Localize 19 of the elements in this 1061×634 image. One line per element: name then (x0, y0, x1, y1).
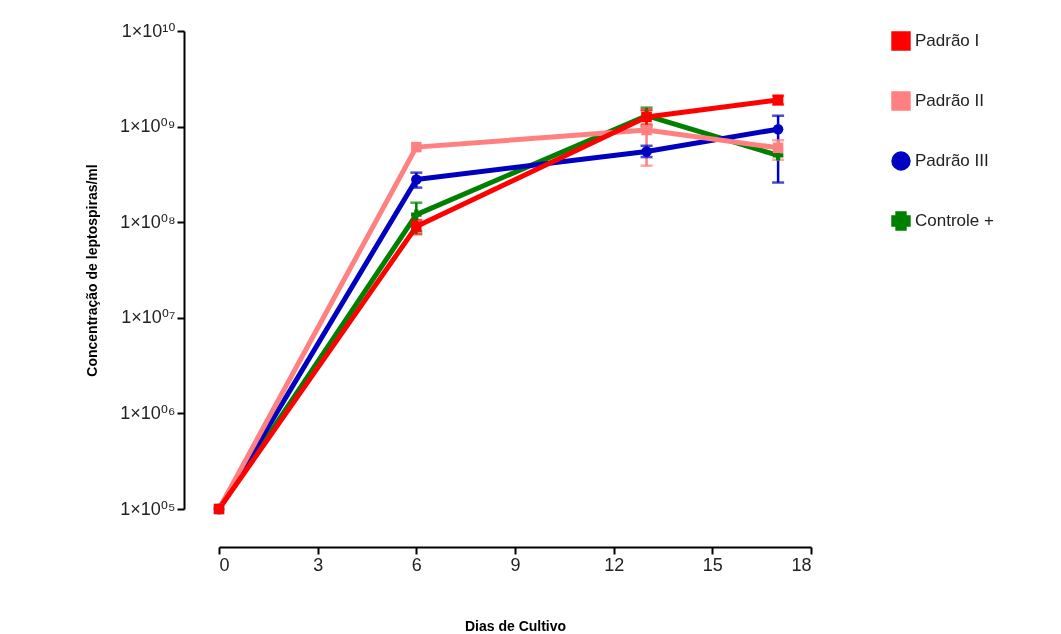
legend-label: Padrão I (915, 31, 980, 50)
y-axis-title: Concentração de leptospiras/ml (84, 164, 101, 377)
x-tick-label: 12 (604, 554, 625, 575)
x-tick-label: 0 (219, 554, 230, 575)
y-tick-label: 1×10⁰⁵ (120, 498, 176, 519)
x-tick-label: 18 (791, 554, 812, 575)
x-axis-title: Dias de Cultivo (464, 617, 567, 634)
y-tick-label: 1×10⁰⁹ (120, 116, 176, 137)
y-tick-label: 1×10⁰⁸ (120, 211, 176, 232)
x-tick-label: 9 (510, 554, 521, 575)
y-tick-label: 1×10¹⁰ (121, 20, 176, 41)
legend-label: Padrão III (915, 151, 989, 170)
x-tick-label: 15 (702, 554, 723, 575)
y-tick-label: 1×10⁰⁷ (121, 307, 176, 328)
legend-label: Controle + (915, 211, 994, 230)
x-tick-label: 3 (313, 554, 324, 575)
x-tick-label: 6 (411, 554, 422, 575)
y-tick-label: 1×10⁰⁶ (120, 402, 176, 423)
legend-label: Padrão II (915, 91, 984, 110)
